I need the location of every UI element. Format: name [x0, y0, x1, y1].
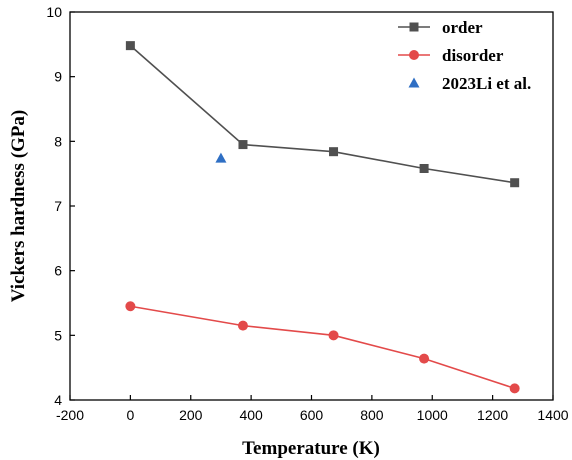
series-line-order [129, 45, 515, 184]
data-point-order [125, 41, 135, 51]
x-tick-label: 1400 [537, 407, 568, 423]
x-tick-label: 600 [300, 407, 324, 423]
y-tick-label: 8 [54, 133, 62, 149]
legend-label-order: order [442, 18, 483, 37]
y-tick-label: 5 [54, 327, 62, 343]
legend-label-disorder: disorder [442, 46, 504, 65]
x-tick-label: 1200 [477, 407, 508, 423]
x-tick-label: 400 [239, 407, 263, 423]
series-layer [125, 41, 520, 394]
data-point-order [238, 140, 248, 150]
data-point-disorder [419, 353, 430, 364]
y-axis-title: Vickers hardness (GPa) [8, 110, 29, 302]
data-point-2023li-et-al [215, 152, 227, 163]
data-point-disorder [125, 301, 136, 312]
x-tick-label: 0 [126, 407, 134, 423]
data-point-disorder [509, 383, 520, 394]
legend-marker-2023li-et-al [408, 77, 420, 88]
data-point-order [510, 178, 520, 188]
y-tick-label: 6 [54, 263, 62, 279]
legend-marker-order [409, 22, 419, 32]
x-tick-label: 200 [179, 407, 203, 423]
y-tick-label: 4 [54, 392, 62, 408]
x-axis-title: Temperature (K) [242, 438, 380, 459]
axis-ticks: -200 0 200 400 600 800 1000 1200 1400 4 5 6 7 8 9 10 [46, 4, 568, 423]
y-tick-label: 7 [54, 198, 62, 214]
legend-marker-disorder [409, 50, 419, 60]
x-tick-label: 1000 [417, 407, 448, 423]
data-point-disorder [237, 320, 248, 331]
x-tick-label: -200 [56, 407, 84, 423]
series-line-disorder [130, 305, 515, 390]
y-tick-label: 10 [46, 4, 62, 20]
plot-frame [69, 11, 554, 401]
x-tick-label: 800 [360, 407, 384, 423]
data-point-order [419, 163, 429, 173]
legend-label-2023li-et-al: 2023Li et al. [442, 74, 531, 93]
data-point-disorder [328, 330, 339, 341]
legend: order disorder 2023Li et al. [398, 18, 531, 93]
y-tick-label: 9 [54, 69, 62, 85]
data-point-order [329, 147, 339, 157]
